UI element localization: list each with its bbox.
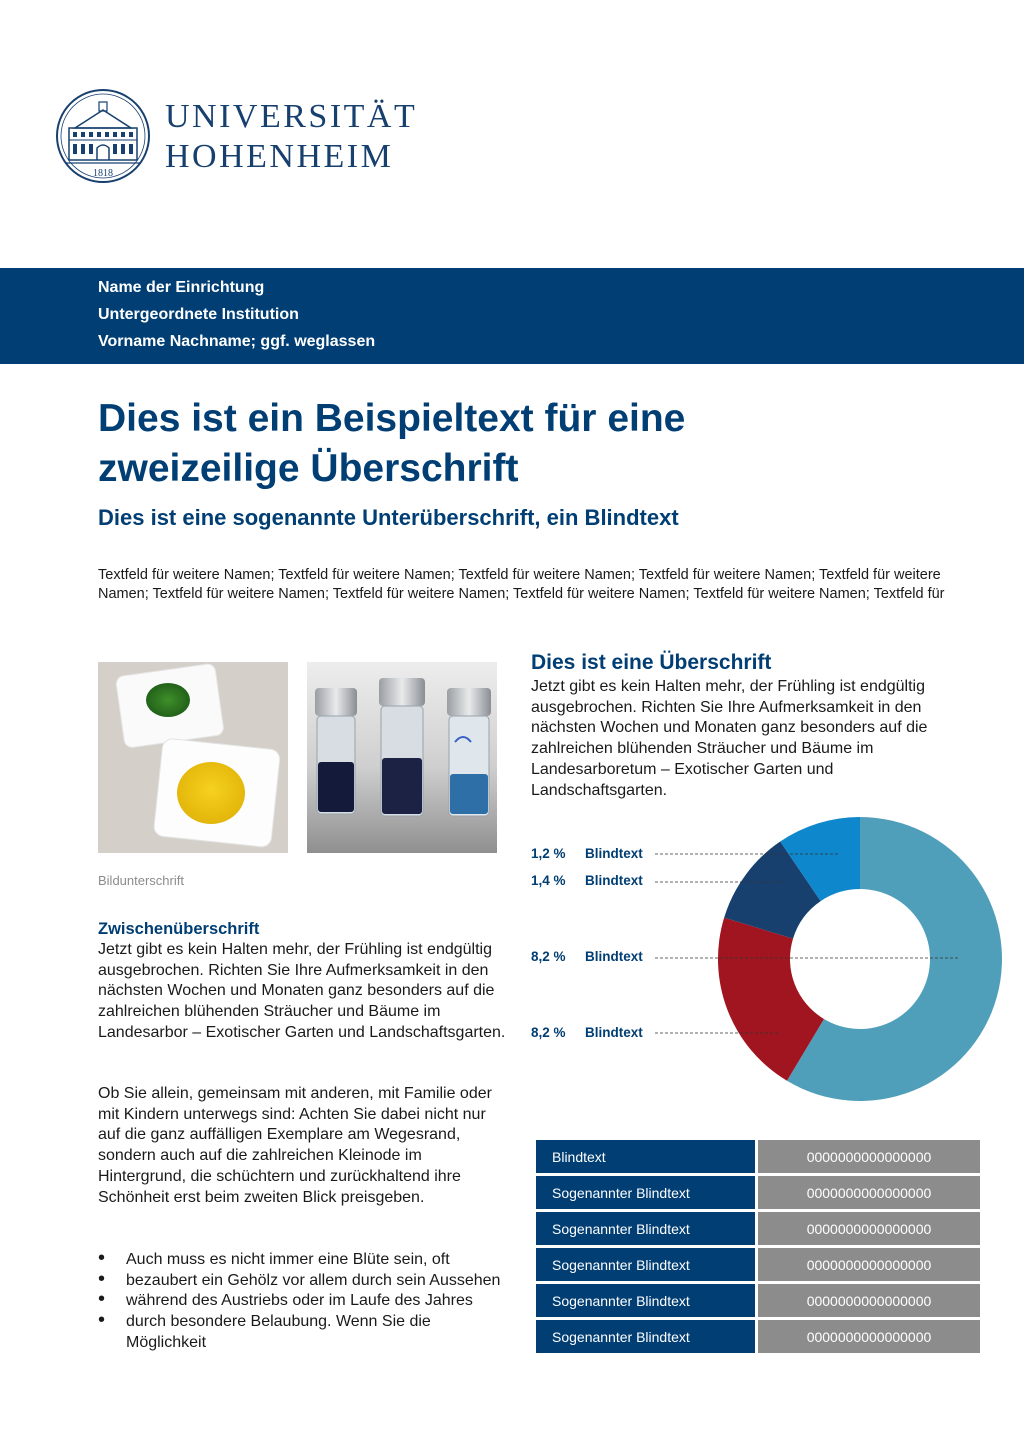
institution-name: Name der Einrichtung <box>98 279 265 296</box>
table-cell-label: Sogenannter Blindtext <box>536 1176 755 1209</box>
donut-segment <box>718 917 824 1081</box>
logo-word-universitaet: UNIVERSITÄT <box>165 98 418 135</box>
powders-image-icon <box>98 662 288 853</box>
legend-label-4: Blindtext <box>585 1025 643 1040</box>
right-section-heading: Dies ist eine Überschrift <box>531 651 772 674</box>
table-cell-label: Sogenannter Blindtext <box>536 1320 755 1353</box>
legend-value-1: 1,2 % <box>531 846 566 861</box>
right-paragraph: Jetzt gibt es kein Halten mehr, der Früh… <box>531 678 928 799</box>
legend-label-3: Blindtext <box>585 949 643 964</box>
author-name: Vorname Nachname; ggf. weglassen <box>98 333 376 350</box>
left-paragraph-1: Jetzt gibt es kein Halten mehr, der Früh… <box>98 941 506 1041</box>
legend-label-1: Blindtext <box>585 846 643 861</box>
names-textfield: Textfeld für weitere Namen; Textfeld für… <box>98 567 945 602</box>
table-row: Sogenannter Blindtext 0000000000000000 <box>536 1176 980 1209</box>
legend-value-4: 8,2 % <box>531 1025 566 1040</box>
institution-band: Name der Einrichtung Untergeordnete Inst… <box>0 268 1024 364</box>
table-cell-label: Sogenannter Blindtext <box>536 1284 755 1317</box>
donut-segment <box>724 841 821 939</box>
photo-vials <box>307 662 497 853</box>
table-cell-value: 0000000000000000 <box>758 1248 980 1281</box>
page-title-line-1: Dies ist ein Beispieltext für eine <box>98 397 686 440</box>
table-cell-value: 0000000000000000 <box>758 1320 980 1353</box>
table-cell-value: 0000000000000000 <box>758 1212 980 1245</box>
university-logo: 1818 UNIVERSITÄT HOHENHEIM <box>55 88 425 184</box>
legend-label-2: Blindtext <box>585 873 643 888</box>
legend-value-2: 1,4 % <box>531 873 566 888</box>
table-cell-label: Sogenannter Blindtext <box>536 1212 755 1245</box>
university-seal-icon: 1818 <box>56 89 150 183</box>
table-cell-value: 0000000000000000 <box>758 1176 980 1209</box>
list-item: Auch muss es nicht immer eine Blüte sein… <box>98 1248 508 1271</box>
sub-institution: Untergeordnete Institution <box>98 306 299 323</box>
table-row: Sogenannter Blindtext 0000000000000000 <box>536 1284 980 1317</box>
table-cell-value: 0000000000000000 <box>758 1140 980 1173</box>
photo-powders <box>98 662 288 853</box>
table-cell-label: Sogenannter Blindtext <box>536 1248 755 1281</box>
section-subheading: Zwischenüberschrift <box>98 920 260 938</box>
seal-year: 1818 <box>93 168 113 179</box>
table-row: Sogenannter Blindtext 0000000000000000 <box>536 1212 980 1245</box>
data-table: Blindtext 0000000000000000 Sogenannter B… <box>533 1137 983 1356</box>
page-subtitle: Dies ist eine sogenannte Unterüberschrif… <box>98 505 679 530</box>
table-row: Blindtext 0000000000000000 <box>536 1140 980 1173</box>
page-title-line-2: zweizeilige Überschrift <box>98 447 519 490</box>
legend-value-3: 8,2 % <box>531 949 566 964</box>
donut-segment <box>780 817 860 902</box>
table-row: Sogenannter Blindtext 0000000000000000 <box>536 1248 980 1281</box>
table-row: Sogenannter Blindtext 0000000000000000 <box>536 1320 980 1353</box>
page-title: Dies ist ein Beispieltext für eine zweiz… <box>98 394 918 494</box>
table-cell-value: 0000000000000000 <box>758 1284 980 1317</box>
image-caption: Bildunterschrift <box>98 873 184 888</box>
bullet-list: Auch muss es nicht immer eine Blüte sein… <box>98 1248 508 1354</box>
list-item: durch besondere Belaubung. Wenn Sie die … <box>98 1310 508 1353</box>
list-item: während des Austriebs oder im Laufe des … <box>98 1289 508 1312</box>
table-cell-label: Blindtext <box>536 1140 755 1173</box>
vials-image-icon <box>307 662 497 853</box>
logo-word-hohenheim: HOHENHEIM <box>165 138 394 175</box>
donut-segment <box>786 817 1002 1101</box>
list-item: bezaubert ein Gehölz vor allem durch sei… <box>98 1269 508 1292</box>
left-paragraph-2: Ob Sie allein, gemeinsam mit anderen, mi… <box>98 1085 492 1206</box>
